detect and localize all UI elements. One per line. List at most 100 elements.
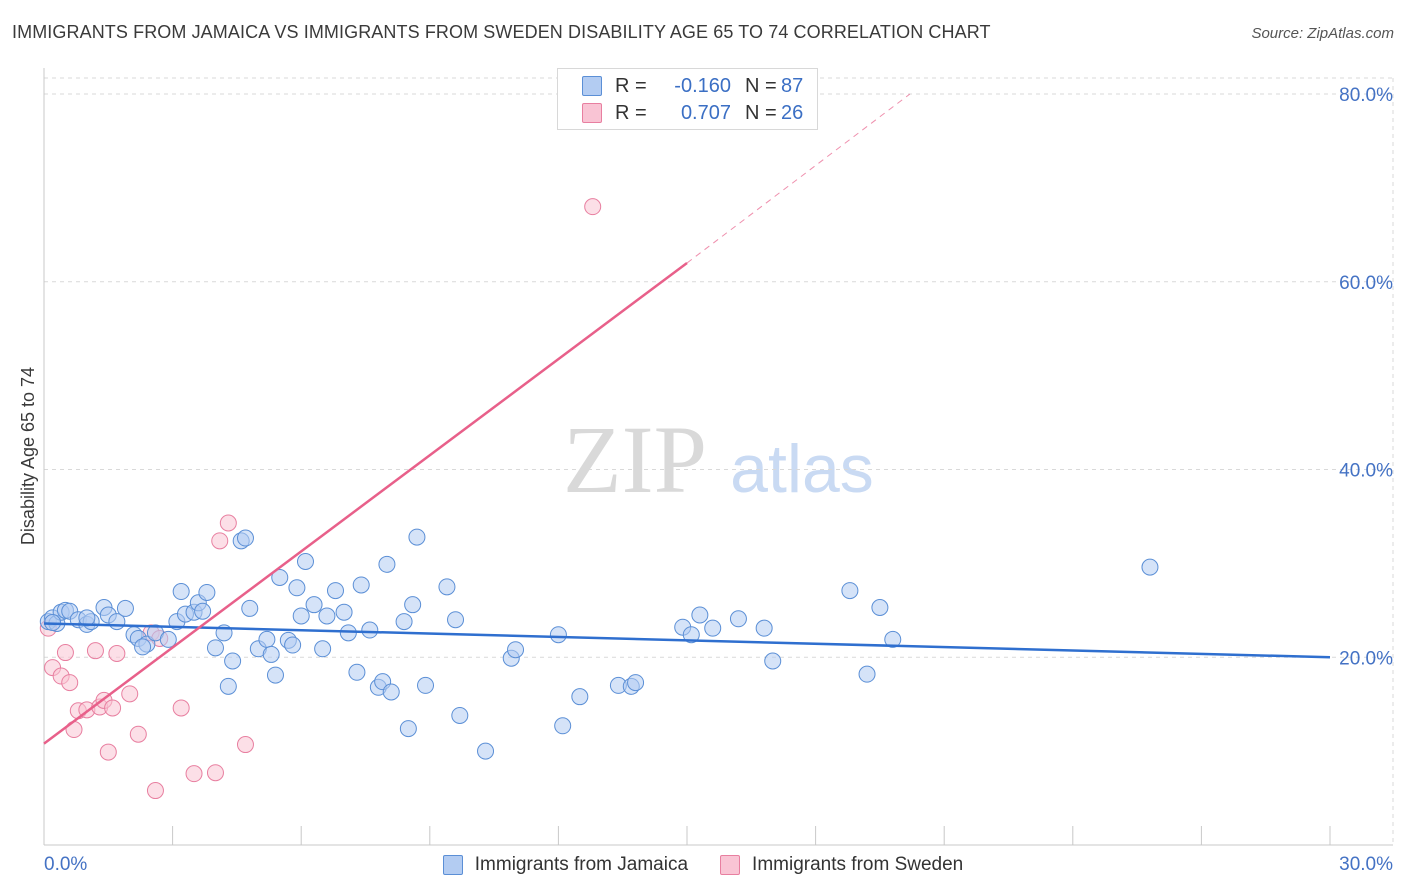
jamaica-point	[884, 630, 902, 648]
legend-swatch-sweden	[720, 855, 741, 875]
jamaica-point	[871, 598, 889, 616]
jamaica-point	[1141, 558, 1159, 576]
jamaica-point	[266, 666, 284, 684]
jamaica-point	[361, 621, 379, 639]
jamaica-point	[507, 641, 525, 659]
jamaica-point	[395, 613, 413, 631]
legend-label-sweden: Immigrants from Sweden	[752, 854, 964, 875]
watermark-atlas: atlas	[730, 431, 874, 507]
sweden-point	[584, 198, 602, 216]
jamaica-point	[764, 652, 782, 670]
jamaica-point	[296, 552, 314, 570]
jamaica-point	[438, 578, 456, 596]
jamaica-point	[858, 665, 876, 683]
sweden-point	[206, 764, 224, 782]
jamaica-point	[241, 599, 259, 617]
jamaica-point	[271, 568, 289, 586]
jamaica-point	[348, 663, 366, 681]
legend-row-jamaica: R = -0.160 N = 87	[582, 74, 803, 98]
jamaica-point	[224, 652, 242, 670]
jamaica-point	[399, 720, 417, 738]
jamaica-point	[318, 607, 336, 625]
sweden-trend-extension	[686, 93, 911, 264]
sweden-point	[121, 685, 139, 703]
jamaica-point	[206, 639, 224, 657]
jamaica-point	[159, 630, 177, 648]
jamaica-point	[352, 576, 370, 594]
x-tick-label: 30.0%	[1339, 854, 1393, 875]
y-axis-label: Disability Age 65 to 74	[18, 367, 38, 545]
jamaica-trend-line	[43, 622, 1331, 659]
jamaica-point	[258, 630, 276, 648]
jamaica-point	[447, 611, 465, 629]
grid	[44, 77, 1395, 845]
jamaica-point	[704, 619, 722, 637]
jamaica-point	[288, 579, 306, 597]
legend-r-label: R =	[615, 74, 647, 97]
jamaica-point	[477, 742, 495, 760]
y-tick-label: 60.0%	[1339, 273, 1393, 294]
jamaica-point	[841, 582, 859, 600]
chart-title: IMMIGRANTS FROM JAMAICA VS IMMIGRANTS FR…	[12, 22, 991, 42]
stats-legend: R = -0.160 N = 87 R = 0.707 N = 26	[557, 68, 818, 130]
legend-row-sweden: R = 0.707 N = 26	[582, 101, 803, 125]
jamaica-point	[116, 599, 134, 617]
sweden-trend-line	[43, 261, 688, 745]
jamaica-point	[571, 688, 589, 706]
legend-n-label: N =	[745, 74, 777, 97]
sweden-point	[99, 743, 117, 761]
sweden-point	[108, 644, 126, 662]
sweden-point	[236, 736, 254, 754]
sweden-point	[211, 532, 229, 550]
legend-r-value: -0.160	[674, 74, 731, 97]
jamaica-point	[382, 683, 400, 701]
sweden-point	[104, 699, 122, 717]
series-sweden	[39, 198, 602, 800]
jamaica-point	[335, 603, 353, 621]
jamaica-point	[408, 528, 426, 546]
sweden-point	[172, 699, 190, 717]
jamaica-point	[627, 674, 645, 692]
y-tick-label: 40.0%	[1339, 461, 1393, 482]
y-tick-label: 20.0%	[1339, 648, 1393, 669]
legend-r-label: R =	[615, 101, 647, 124]
jamaica-point	[219, 677, 237, 695]
jamaica-point	[284, 636, 302, 654]
legend-n-label: N =	[745, 101, 777, 124]
jamaica-point	[417, 676, 435, 694]
jamaica-point	[236, 529, 254, 547]
jamaica-point	[292, 607, 310, 625]
legend-n-value: 87	[781, 74, 804, 97]
jamaica-point	[262, 645, 280, 663]
watermark: ZIP atlas	[563, 406, 874, 513]
series-jamaica	[39, 528, 1159, 760]
legend-swatch-jamaica	[442, 855, 463, 875]
watermark-zip: ZIP	[563, 406, 707, 513]
legend-item-jamaica[interactable]: Immigrants from Jamaica	[442, 854, 689, 876]
sweden-point	[146, 782, 164, 800]
jamaica-point	[549, 626, 567, 644]
jamaica-point	[326, 582, 344, 600]
legend-r-value: 0.707	[680, 101, 731, 124]
jamaica-point	[451, 706, 469, 724]
series-legend: Immigrants from Jamaica Immigrants from …	[0, 852, 1406, 878]
legend-item-sweden[interactable]: Immigrants from Sweden	[720, 854, 963, 876]
sweden-point	[86, 642, 104, 660]
legend-n-value: 26	[781, 101, 804, 124]
jamaica-point	[314, 640, 332, 658]
sweden-point	[56, 644, 74, 662]
jamaica-point	[404, 596, 422, 614]
jamaica-point	[172, 583, 190, 601]
jamaica-point	[729, 610, 747, 628]
jamaica-point	[755, 619, 773, 637]
sweden-point	[129, 725, 147, 743]
legend-label-jamaica: Immigrants from Jamaica	[474, 854, 689, 875]
axes	[43, 68, 1393, 846]
jamaica-point	[134, 638, 152, 656]
sweden-point	[185, 765, 203, 783]
source-label: Source: ZipAtlas.com	[1251, 25, 1394, 42]
x-tick-label: 0.0%	[44, 854, 87, 875]
jamaica-point	[691, 606, 709, 624]
jamaica-point	[378, 555, 396, 573]
